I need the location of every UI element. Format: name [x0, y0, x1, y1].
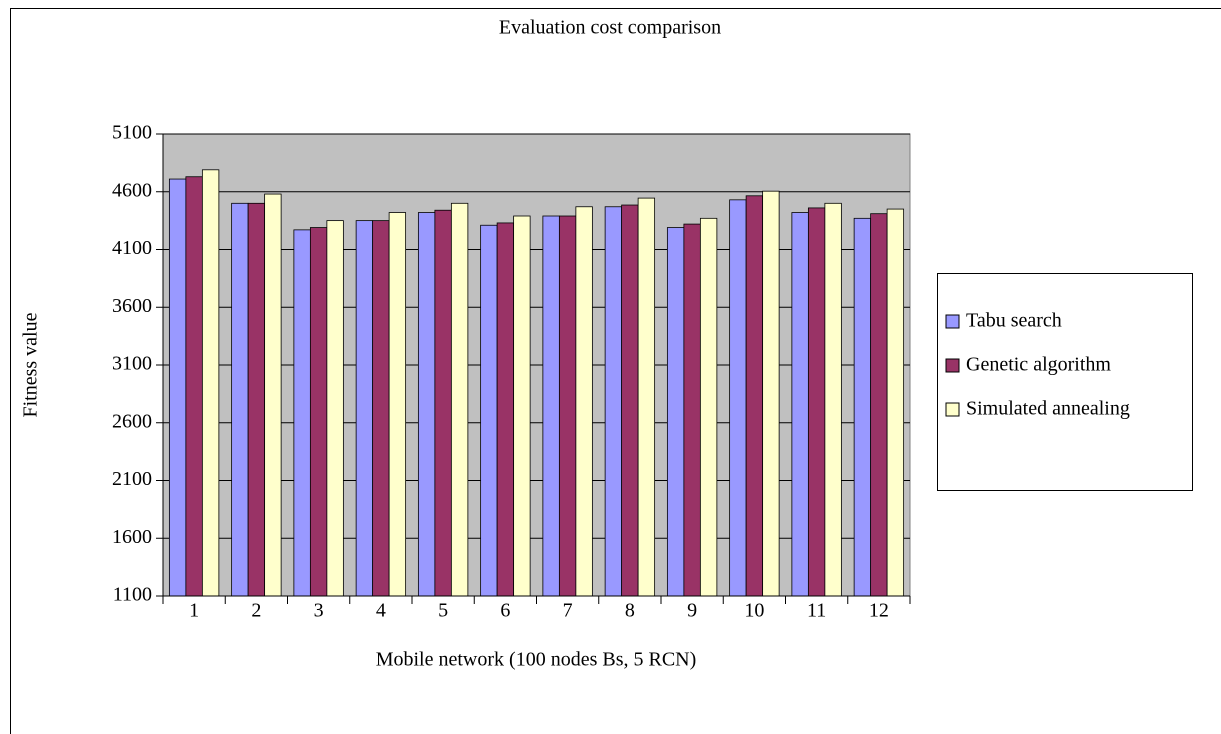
legend-swatch: [945, 358, 960, 373]
bar: [791, 212, 809, 597]
y-tick-label: 2100: [112, 468, 152, 490]
y-tick-label: 4100: [112, 237, 152, 259]
x-tick-label: 1: [189, 600, 199, 622]
y-tick-label: 3100: [112, 353, 152, 375]
y-tick-label: 3600: [112, 295, 152, 317]
bar: [745, 195, 764, 597]
bar: [388, 212, 407, 597]
legend-label: Simulated annealing: [966, 398, 1130, 420]
bar: [604, 206, 623, 597]
bar: [558, 215, 577, 597]
bar: [637, 197, 656, 597]
bar: [247, 202, 266, 597]
y-tick-label: 5100: [112, 122, 152, 144]
x-tick-label: 7: [563, 600, 573, 622]
legend-label: Tabu search: [966, 310, 1062, 332]
bar: [575, 206, 593, 597]
bar: [762, 190, 780, 597]
bar: [326, 220, 344, 597]
x-tick-label: 11: [807, 600, 826, 622]
x-tick-label: 8: [625, 600, 635, 622]
bar: [201, 169, 220, 597]
bar: [417, 212, 436, 597]
legend-label: Genetic algorithm: [966, 354, 1111, 376]
bar: [168, 178, 187, 597]
bar: [699, 217, 718, 597]
x-tick-label: 10: [744, 600, 764, 622]
bar: [480, 224, 498, 597]
x-tick-label: 3: [314, 600, 324, 622]
bar: [886, 208, 905, 597]
bar: [434, 209, 452, 597]
bar: [185, 176, 203, 597]
y-tick-label: 1100: [113, 584, 152, 606]
x-tick-label: 5: [438, 600, 448, 622]
legend-swatch: [945, 314, 960, 329]
y-tick-label: 1600: [112, 526, 152, 548]
bar: [853, 217, 872, 597]
chart-title: Evaluation cost comparison: [499, 17, 721, 39]
bar: [309, 227, 328, 597]
bar: [231, 202, 249, 597]
bar: [807, 207, 826, 597]
bar: [513, 215, 531, 597]
bar: [824, 202, 842, 597]
x-tick-label: 12: [869, 600, 889, 622]
bar: [496, 222, 515, 597]
x-axis-label: Mobile network (100 nodes Bs, 5 RCN): [376, 649, 697, 671]
x-tick-label: 2: [251, 600, 261, 622]
bar: [450, 202, 469, 597]
bar: [542, 215, 560, 597]
bar: [293, 229, 311, 597]
bar: [372, 220, 390, 597]
bar: [870, 213, 888, 597]
bar: [666, 227, 685, 597]
legend-swatch: [945, 402, 960, 417]
bar: [621, 204, 639, 597]
y-tick-label: 2600: [112, 410, 152, 432]
bar: [683, 223, 701, 597]
chart-border: [10, 8, 1221, 734]
y-axis-label: Fitness value: [20, 312, 42, 417]
y-tick-label: 4600: [112, 179, 152, 201]
x-tick-label: 4: [376, 600, 386, 622]
bar: [264, 193, 282, 597]
x-tick-label: 6: [500, 600, 510, 622]
bar: [355, 220, 374, 597]
bar: [729, 199, 747, 597]
x-tick-label: 9: [687, 600, 697, 622]
legend-box: [937, 273, 1193, 491]
